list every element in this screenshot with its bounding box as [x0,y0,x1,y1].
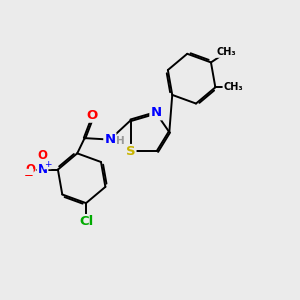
Text: CH₃: CH₃ [216,47,236,57]
Text: Cl: Cl [79,215,93,228]
Text: CH₃: CH₃ [224,82,243,92]
Text: +: + [44,160,51,169]
Text: H: H [116,136,125,146]
Text: N: N [150,106,161,119]
Text: N: N [38,163,47,176]
Text: S: S [126,145,136,158]
Text: O: O [86,109,98,122]
Text: −: − [23,169,33,182]
Text: O: O [38,149,47,162]
Text: O: O [25,163,35,176]
Text: N: N [104,133,116,146]
